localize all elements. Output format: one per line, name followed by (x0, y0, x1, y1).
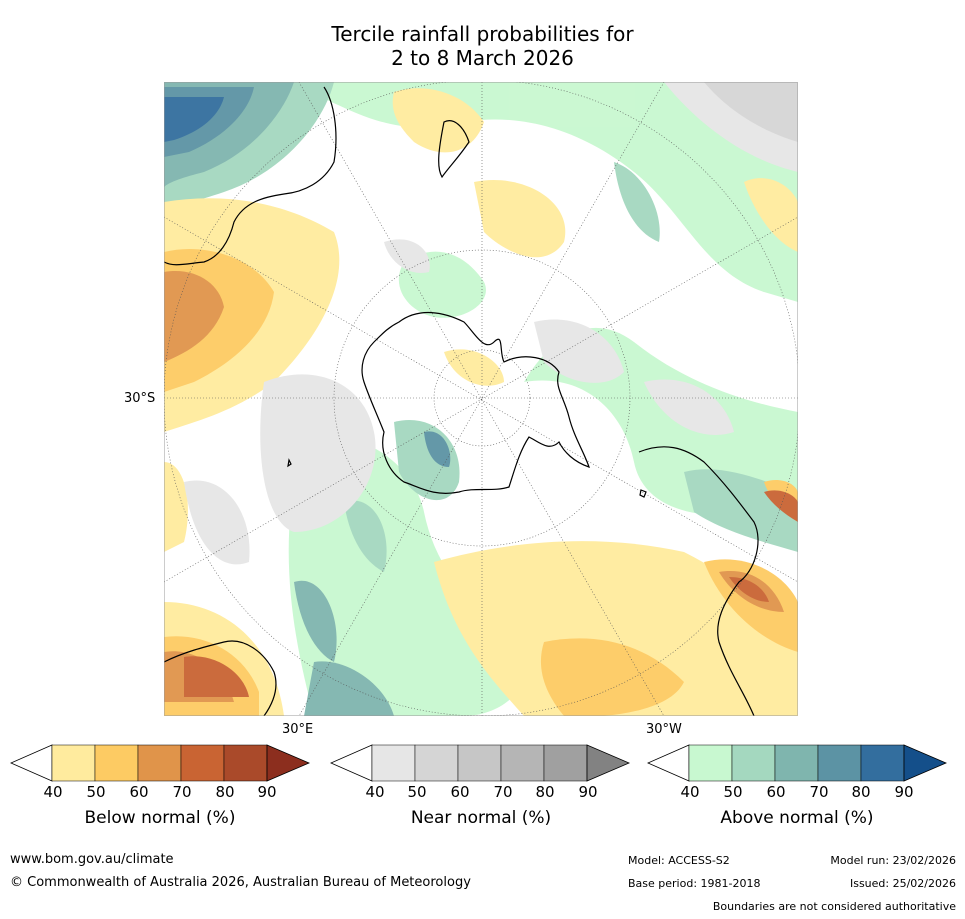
tick-label: 50 (86, 783, 106, 801)
near-normal-area (704, 82, 798, 142)
below-normal-area (744, 178, 798, 252)
longitude-label-right: 30°W (646, 722, 682, 737)
rainfall-probability-map (164, 82, 798, 716)
below-normal-area (474, 180, 566, 258)
below-normal-area (392, 88, 484, 153)
above-normal-area (294, 580, 337, 662)
tick-label: 60 (450, 783, 470, 801)
colorbar-above-normal (647, 744, 947, 782)
colorbar-segment (500, 744, 545, 782)
below-normal-area (184, 656, 249, 697)
issued-date: Issued: 25/02/2026 (849, 877, 956, 890)
colorbar-segment (180, 744, 225, 782)
colorbar-segment (414, 744, 459, 782)
tick-label: 60 (766, 783, 786, 801)
colorbar-segment (543, 744, 588, 782)
colorbar-segment (371, 744, 416, 782)
australia-coastline (164, 86, 337, 266)
tick-label: 40 (43, 783, 63, 801)
map-title-line1: Tercile rainfall probabilities for (331, 22, 634, 46)
below-normal-area (729, 577, 769, 602)
above-normal-area (614, 162, 660, 242)
near-normal-area (534, 319, 624, 383)
model-run-date: Model run: 23/02/2026 (830, 854, 956, 867)
website-link[interactable]: www.bom.gov.au/climate (10, 852, 174, 867)
colorbar-segment (94, 744, 139, 782)
copyright-text: © Commonwealth of Australia 2026, Austra… (10, 875, 471, 890)
tick-label: 60 (129, 783, 149, 801)
below-normal-area (444, 349, 504, 386)
above-normal-area (304, 661, 394, 716)
above-normal-area (284, 82, 798, 302)
antarctica-coastline (361, 311, 590, 494)
longitude-label-left: 30°E (282, 722, 314, 737)
below-normal-area (434, 541, 798, 716)
near-normal-area (644, 379, 734, 435)
colorbar-segment (688, 744, 733, 782)
below-normal-area (540, 638, 684, 716)
tick-label: 80 (851, 783, 871, 801)
colorbar-segment (51, 744, 96, 782)
colorbar-title-below: Below normal (%) (84, 808, 236, 828)
colorbar-low-extension (330, 744, 373, 782)
meridian-line (298, 82, 665, 716)
below-normal-area (164, 462, 188, 552)
africa-coastline (164, 640, 277, 716)
above-normal-area (344, 500, 387, 572)
colorbar-title-above: Above normal (%) (720, 808, 874, 828)
near-normal-area (184, 480, 250, 565)
tick-label: 70 (493, 783, 513, 801)
map-title-line2: 2 to 8 March 2026 (391, 46, 574, 70)
model-name: Model: ACCESS-S2 (628, 854, 730, 867)
colorbar-high-extension (266, 744, 310, 782)
tick-label: 50 (407, 783, 427, 801)
tick-label: 80 (535, 783, 555, 801)
south-america-coastline (638, 446, 759, 716)
tick-label: 90 (257, 783, 277, 801)
meridian-line (298, 82, 665, 716)
colorbar-high-extension (586, 744, 631, 782)
island-coastline (639, 489, 647, 498)
tick-label: 90 (578, 783, 598, 801)
tick-label: 40 (365, 783, 385, 801)
tick-label: 90 (894, 783, 914, 801)
island-coastline (287, 458, 292, 468)
above-normal-area (164, 97, 224, 142)
below-normal-area (164, 271, 224, 362)
tick-label: 40 (680, 783, 700, 801)
tick-label: 70 (172, 783, 192, 801)
colorbar-low-extension (10, 744, 53, 782)
tick-label: 50 (723, 783, 743, 801)
colorbar-segment (223, 744, 268, 782)
colorbar-segment (774, 744, 819, 782)
near-normal-area (260, 374, 376, 532)
colorbar-segment (137, 744, 182, 782)
above-normal-area (424, 431, 451, 467)
new-zealand-coastline (438, 120, 470, 179)
tick-label: 70 (809, 783, 829, 801)
colorbar-segment (817, 744, 862, 782)
below-normal-area (764, 490, 798, 522)
latitude-label: 30°S (124, 391, 156, 406)
graticule (164, 82, 798, 716)
colorbar-near-normal (330, 744, 631, 782)
near-normal-area (384, 239, 430, 273)
colorbar-high-extension (903, 744, 947, 782)
coastlines (164, 86, 759, 716)
boundaries-disclaimer: Boundaries are not considered authoritat… (712, 900, 956, 913)
colorbar-below-normal (10, 744, 310, 782)
tick-label: 80 (215, 783, 235, 801)
colorbar-segment (731, 744, 776, 782)
meridian-line (164, 216, 798, 583)
base-period: Base period: 1981-2018 (628, 877, 761, 890)
colorbar-title-near: Near normal (%) (410, 808, 552, 828)
colorbar-low-extension (647, 744, 690, 782)
probability-shading (164, 82, 798, 716)
meridian-line (164, 216, 798, 583)
colorbar-segment (457, 744, 502, 782)
colorbar-segment (860, 744, 905, 782)
